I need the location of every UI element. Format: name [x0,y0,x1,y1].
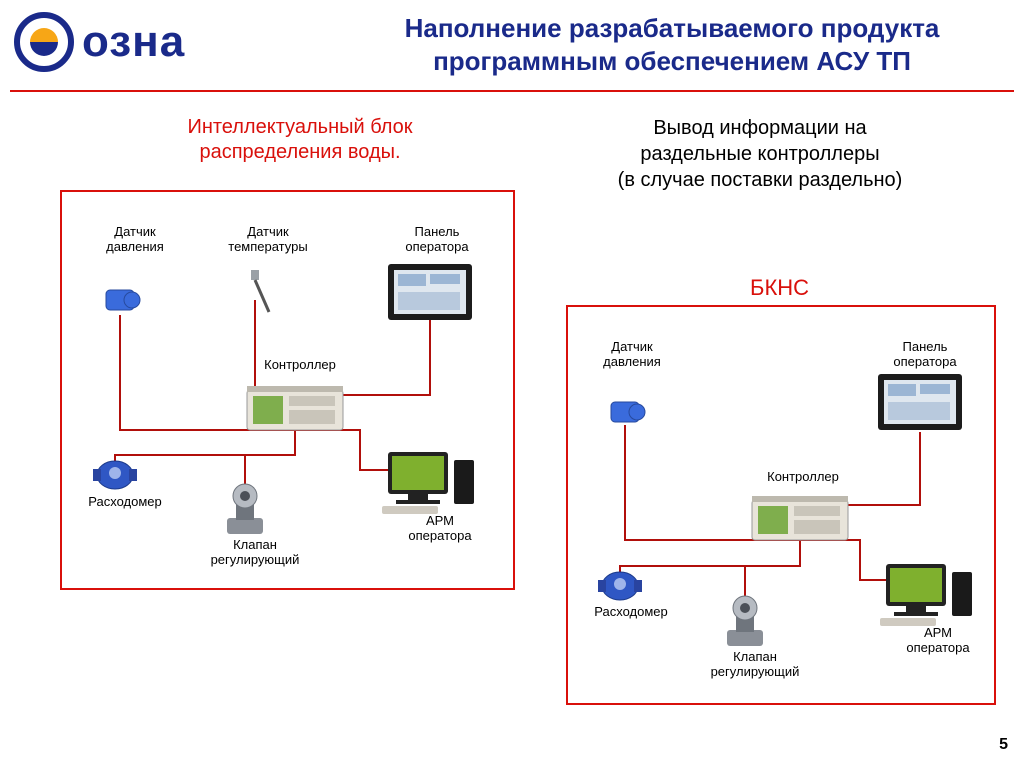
controller-icon [247,386,343,430]
hmi-panel-icon-r [878,374,962,430]
pressure-sensor-icon [106,290,140,310]
hmi-panel-icon [388,264,472,320]
workstation-icon-r [880,564,972,626]
flowmeter-icon [93,461,137,489]
valve-icon [227,484,263,534]
label-pressure-l: Датчикдавления [95,225,175,255]
label-panel-r: Панельоператора [885,340,965,370]
label-arm-l: АРМоператора [400,514,480,544]
label-controller-l: Контроллер [255,358,345,373]
label-temp-l: Датчиктемпературы [218,225,318,255]
label-valve-r: Клапанрегулирующий [700,650,810,680]
flowmeter-icon-r [598,572,642,600]
label-pressure-r: Датчикдавления [592,340,672,370]
valve-icon-r [727,596,763,646]
label-controller-r: Контроллер [758,470,848,485]
slide: озна Наполнение разрабатываемого продукт… [0,0,1024,768]
label-valve-l: Клапанрегулирующий [200,538,310,568]
label-panel-l: Панельоператора [397,225,477,255]
temperature-sensor-icon [251,270,269,312]
pressure-sensor-icon-r [611,402,645,422]
page-number: 5 [999,736,1008,754]
label-arm-r: АРМоператора [898,626,978,656]
workstation-icon [382,452,474,514]
wiring-svg [0,0,1024,768]
label-flow-r: Расходомер [586,605,676,620]
label-flow-l: Расходомер [80,495,170,510]
controller-icon-r [752,496,848,540]
